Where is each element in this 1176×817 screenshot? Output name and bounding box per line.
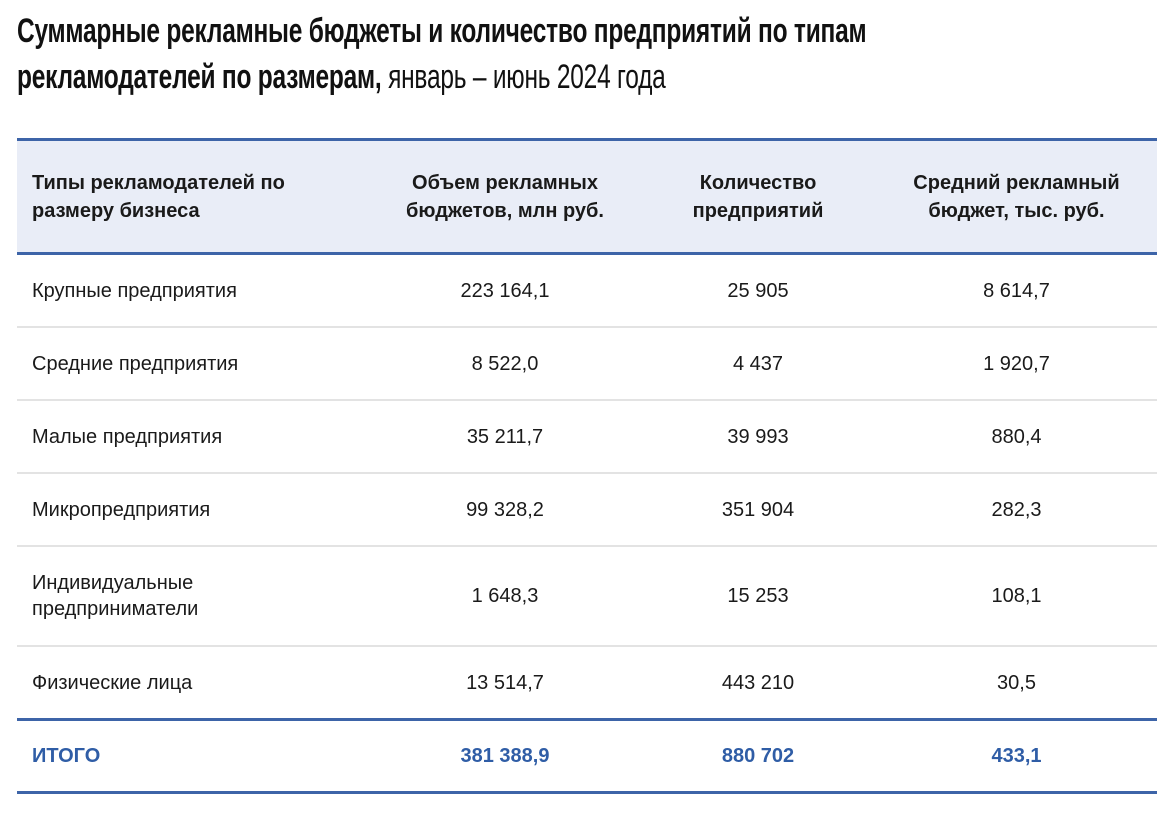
column-header-count: Количество предприятий bbox=[640, 138, 876, 255]
table-row: Индивидуальные предприниматели 1 648,3 1… bbox=[17, 546, 1157, 647]
row-label: Физические лица bbox=[17, 646, 370, 721]
table-row: Физические лица 13 514,7 443 210 30,5 bbox=[17, 646, 1157, 721]
average-cell: 1 920,7 bbox=[876, 327, 1157, 401]
title-period: январь – июнь 2024 года bbox=[388, 58, 666, 96]
count-cell: 39 993 bbox=[640, 400, 876, 474]
title-main: Суммарные рекламные бюджеты и количество… bbox=[17, 12, 867, 96]
average-cell: 30,5 bbox=[876, 646, 1157, 721]
count-cell: 443 210 bbox=[640, 646, 876, 721]
count-cell: 25 905 bbox=[640, 253, 876, 328]
budget-cell: 223 164,1 bbox=[370, 253, 640, 328]
column-header-type: Типы рекламодателей по размеру бизнеса bbox=[17, 138, 370, 255]
count-cell: 351 904 bbox=[640, 473, 876, 547]
row-label: Индивидуальные предприниматели bbox=[17, 546, 370, 647]
row-label: Средние предприятия bbox=[17, 327, 370, 401]
row-label: Микропредприятия bbox=[17, 473, 370, 547]
average-cell: 282,3 bbox=[876, 473, 1157, 547]
budget-cell: 1 648,3 bbox=[370, 546, 640, 647]
header-row: Типы рекламодателей по размеру бизнеса О… bbox=[17, 138, 1157, 255]
table-row: Малые предприятия 35 211,7 39 993 880,4 bbox=[17, 400, 1157, 474]
table-row: Микропредприятия 99 328,2 351 904 282,3 bbox=[17, 473, 1157, 547]
count-cell: 15 253 bbox=[640, 546, 876, 647]
average-cell: 8 614,7 bbox=[876, 253, 1157, 328]
average-cell: 880,4 bbox=[876, 400, 1157, 474]
total-label: ИТОГО bbox=[17, 718, 370, 794]
count-cell: 4 437 bbox=[640, 327, 876, 401]
budget-cell: 8 522,0 bbox=[370, 327, 640, 401]
average-cell: 108,1 bbox=[876, 546, 1157, 647]
total-average: 433,1 bbox=[876, 718, 1157, 794]
budget-cell: 99 328,2 bbox=[370, 473, 640, 547]
total-count: 880 702 bbox=[640, 718, 876, 794]
row-label: Малые предприятия bbox=[17, 400, 370, 474]
total-row: ИТОГО 381 388,9 880 702 433,1 bbox=[17, 718, 1157, 794]
total-budget: 381 388,9 bbox=[370, 718, 640, 794]
table-row: Средние предприятия 8 522,0 4 437 1 920,… bbox=[17, 327, 1157, 401]
budget-table: Типы рекламодателей по размеру бизнеса О… bbox=[17, 138, 1157, 794]
page-title: Суммарные рекламные бюджеты и количество… bbox=[17, 8, 1025, 100]
column-header-average: Средний рекламный бюджет, тыс. руб. bbox=[876, 138, 1157, 255]
column-header-budget: Объем рекламных бюджетов, млн руб. bbox=[370, 138, 640, 255]
budget-cell: 13 514,7 bbox=[370, 646, 640, 721]
table-row: Крупные предприятия 223 164,1 25 905 8 6… bbox=[17, 253, 1157, 328]
row-label: Крупные предприятия bbox=[17, 253, 370, 328]
budget-cell: 35 211,7 bbox=[370, 400, 640, 474]
